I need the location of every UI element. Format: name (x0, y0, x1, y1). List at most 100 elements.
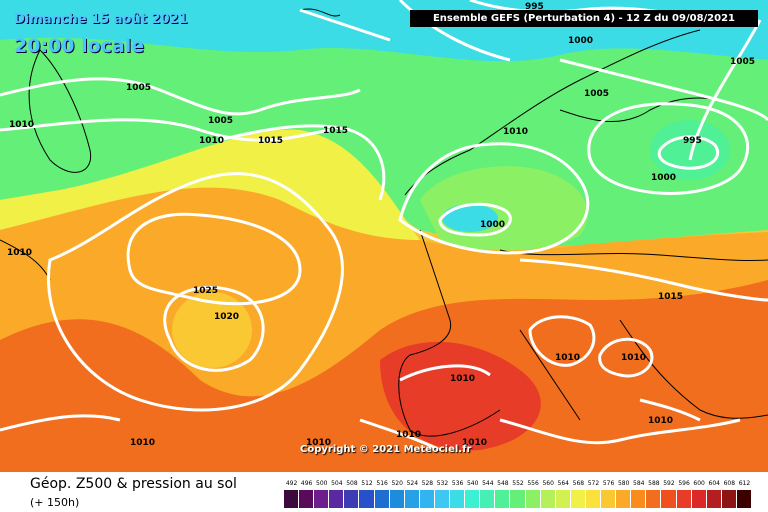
forecast-date: Dimanche 15 août 2021 (14, 12, 188, 27)
scale-tick-label: 596 (678, 480, 690, 487)
pressure-label: 995 (525, 2, 544, 12)
scale-swatch (299, 490, 315, 508)
scale-tick-label: 512 (361, 480, 373, 487)
scale-tick-label: 556 (527, 480, 539, 487)
scale-swatch (480, 490, 496, 508)
scale-tick-label: 588 (648, 480, 660, 487)
scale-swatch (510, 490, 526, 508)
scale-tick-label: 552 (512, 480, 524, 487)
scale-tick-label: 500 (316, 480, 328, 487)
scale-swatch (736, 490, 752, 508)
scale-tick-label: 584 (633, 480, 645, 487)
pressure-label: 1005 (126, 83, 152, 93)
pressure-label: 1010 (7, 248, 33, 258)
scale-swatch (495, 490, 511, 508)
pressure-label: 1010 (648, 416, 674, 426)
pressure-label: 1000 (480, 220, 506, 230)
pressure-label: 1010 (462, 438, 488, 448)
scale-swatch (646, 490, 662, 508)
scale-swatch (601, 490, 617, 508)
scale-tick-label: 548 (497, 480, 509, 487)
map-canvas (0, 0, 768, 472)
scale-swatch (631, 490, 647, 508)
scale-tick-label: 576 (602, 480, 615, 487)
scale-tick-label: 516 (376, 480, 388, 487)
scale-swatch (661, 490, 677, 508)
scale-tick-label: 568 (572, 480, 585, 487)
scale-swatch (434, 490, 451, 508)
pressure-label: 1005 (730, 57, 756, 67)
pressure-label: 1010 (9, 120, 35, 130)
scale-tick-label: 536 (451, 480, 464, 487)
scale-tick-label: 560 (542, 480, 554, 487)
scale-swatch (555, 490, 571, 508)
scandinavia-low-core (442, 204, 498, 232)
scale-swatch (284, 490, 300, 508)
scale-swatch (314, 490, 330, 508)
pressure-label: 1005 (584, 89, 610, 99)
pressure-label: 1010 (130, 438, 156, 448)
pressure-label: 1010 (306, 438, 332, 448)
scale-swatch (329, 490, 345, 508)
scale-swatch (540, 490, 556, 508)
pressure-label: 1010 (396, 430, 422, 440)
scale-tick-label: 524 (406, 480, 419, 487)
scale-swatch (676, 490, 692, 508)
scale-swatch (404, 490, 420, 508)
scale-tick-label: 572 (587, 480, 600, 487)
pressure-label: 1010 (199, 136, 225, 146)
scale-swatch (389, 490, 405, 508)
pressure-label: 1010 (621, 353, 647, 363)
scale-swatch (585, 490, 602, 508)
pressure-label: 1015 (323, 126, 349, 136)
scale-tick-label: 540 (466, 480, 479, 487)
scale-swatch (570, 490, 586, 508)
pressure-label: 1015 (258, 136, 284, 146)
copyright-text: Copyright © 2021 Meteociel.fr (300, 444, 472, 455)
azores-high-core (172, 292, 252, 368)
coastlines (0, 8, 768, 437)
scale-swatch (344, 490, 360, 508)
scale-swatch (721, 490, 737, 508)
scale-tick-label: 544 (482, 480, 494, 487)
scale-tick-label: 508 (346, 480, 358, 487)
pressure-label: 1025 (193, 286, 219, 296)
pressure-label: 1020 (214, 312, 240, 322)
pressure-label: 1000 (568, 36, 594, 46)
scale-swatch (359, 490, 375, 508)
scale-tick-label: 592 (663, 480, 675, 487)
pressure-label: 1015 (658, 292, 684, 302)
scale-swatch (691, 490, 707, 508)
scale-tick-label: 496 (300, 480, 313, 487)
scale-tick-label: 532 (436, 480, 449, 487)
scale-swatch (616, 490, 632, 508)
isobars (0, 0, 768, 450)
scale-swatch (419, 490, 435, 508)
pressure-label: 1010 (450, 374, 476, 384)
scale-tick-label: 504 (331, 480, 343, 487)
deep-red-iberia (380, 341, 541, 451)
scale-tick-label: 604 (708, 480, 720, 487)
scale-tick-label: 564 (557, 480, 569, 487)
color-scale: 492 496 500 504 508 512 516 520 524 528 532 536 540 5… (284, 474, 752, 510)
forecast-time: 20:00 locale (14, 35, 145, 57)
scale-swatch (706, 490, 722, 508)
scale-tick-label: 520 (391, 480, 403, 487)
pressure-label: 1010 (555, 353, 581, 363)
scale-swatch (465, 490, 481, 508)
scale-tick-label: 612 (738, 480, 751, 487)
scale-tick-label: 608 (723, 480, 736, 487)
legend-subtitle: (+ 150h) (30, 496, 80, 509)
pressure-label: 1010 (503, 127, 529, 137)
pressure-label: 1005 (208, 116, 234, 126)
scale-tick-label: 528 (421, 480, 434, 487)
scale-tick-label: 580 (617, 480, 630, 487)
scale-swatch (450, 490, 466, 508)
pressure-label: 995 (683, 136, 702, 146)
pressure-label: 1000 (651, 173, 677, 183)
scale-tick-label: 600 (693, 480, 705, 487)
legend-title: Géop. Z500 & pression au sol (30, 476, 237, 492)
model-title: Ensemble GEFS (Perturbation 4) - 12 Z du… (410, 10, 758, 27)
scale-swatch (374, 490, 390, 508)
